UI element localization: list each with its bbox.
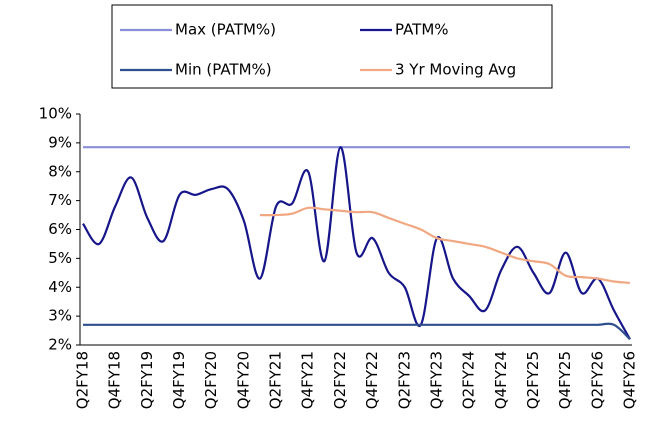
legend-box	[111, 4, 553, 89]
x-tick-label: Q4FY25	[556, 351, 574, 409]
series-line	[82, 146, 631, 340]
x-tick-label: Q2FY26	[588, 351, 606, 409]
x-tick-label: Q4FY19	[170, 351, 188, 409]
y-tick-label: 5%	[48, 249, 72, 267]
x-tick-label: Q2FY20	[202, 351, 220, 409]
x-tick-label: Q4FY26	[621, 351, 639, 409]
x-tick-label: Q2FY21	[267, 351, 285, 409]
x-tick-label: Q2FY23	[395, 351, 413, 409]
y-tick-label: 3%	[48, 307, 72, 325]
x-tick-label: Q2FY22	[331, 351, 349, 409]
y-tick-label: 7%	[48, 191, 72, 209]
y-tick-label: 4%	[48, 278, 72, 296]
x-tick-label: Q2FY19	[138, 351, 156, 409]
x-tick-label: Q4FY20	[234, 351, 252, 409]
y-tick-label: 2%	[48, 336, 72, 354]
legend-label: Max (PATM%)	[175, 21, 276, 39]
x-tick-label: Q4FY24	[492, 351, 510, 409]
x-tick-label: Q4FY22	[363, 351, 381, 409]
x-tick-label: Q2FY24	[460, 351, 478, 409]
y-tick-label: 8%	[48, 162, 72, 180]
series-line	[83, 322, 631, 341]
series-line	[259, 206, 631, 285]
legend-label: 3 Yr Moving Avg	[395, 61, 516, 79]
y-tick-label: 10%	[39, 105, 72, 123]
x-tick-label: Q4FY18	[106, 351, 124, 409]
legend-label: Min (PATM%)	[175, 61, 272, 79]
legend-label: PATM%	[395, 21, 449, 39]
y-tick-label: 9%	[48, 133, 72, 151]
x-tick-label: Q4FY23	[427, 351, 445, 409]
x-tick-label: Q2FY18	[74, 351, 92, 409]
x-tick-label: Q2FY25	[524, 351, 542, 409]
x-tick-label: Q4FY21	[299, 351, 317, 409]
y-tick-label: 6%	[48, 220, 72, 238]
